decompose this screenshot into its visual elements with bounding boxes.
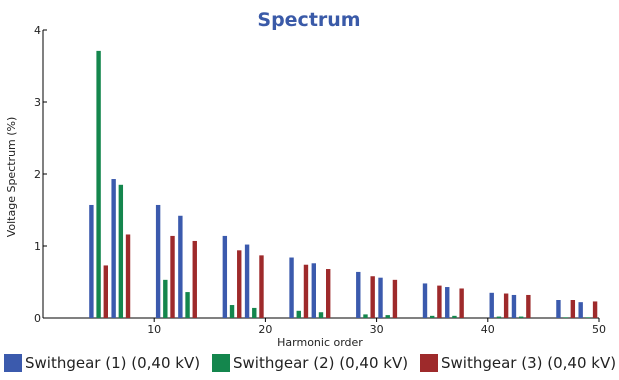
bar-series-2 — [163, 279, 168, 318]
legend-item-series-1: Swithgear (1) (0,40 kV) — [4, 354, 200, 372]
y-tick-label: 2 — [34, 168, 41, 181]
bar-series-3 — [570, 300, 576, 318]
chart-title: Spectrum — [257, 9, 360, 31]
bar-series-3 — [237, 250, 242, 318]
bar-series-1 — [178, 215, 183, 318]
bar-series-3 — [370, 276, 375, 318]
legend-label-series-3: Swithgear (3) (0,40 kV) — [441, 354, 617, 372]
bar-series-2 — [229, 305, 235, 318]
bar-series-1 — [311, 263, 316, 318]
legend-item-series-3: Swithgear (3) (0,40 kV) — [420, 354, 616, 372]
bar-series-1 — [422, 283, 428, 318]
y-tick-label: 3 — [34, 96, 41, 109]
bar-series-1 — [111, 179, 116, 318]
spectrum-chart: Spectrum Voltage Spectrum (%) Harmonic o… — [5, 9, 606, 349]
x-tick-label: 50 — [592, 323, 606, 336]
x-tick-label: 20 — [258, 323, 272, 336]
x-tick-label: 40 — [481, 323, 495, 336]
bar-series-3 — [326, 269, 331, 318]
x-axis-label: Harmonic order — [277, 336, 363, 349]
bar-series-1 — [556, 300, 561, 318]
bar-series-3 — [103, 265, 108, 318]
bar-series-2 — [518, 316, 524, 318]
legend: Swithgear (1) (0,40 kV) Swithgear (2) (0… — [4, 354, 616, 376]
bar-series-2 — [385, 315, 390, 318]
bar-series-1 — [222, 235, 228, 318]
legend-label-series-2: Swithgear (2) (0,40 kV) — [233, 354, 409, 372]
legend-item-series-2: Swithgear (2) (0,40 kV) — [212, 354, 408, 372]
bar-series-3 — [259, 255, 264, 318]
bar-series-2 — [496, 316, 502, 318]
y-tick-label: 4 — [34, 24, 41, 37]
y-axis-label: Voltage Spectrum (%) — [5, 117, 18, 238]
bar-series-2 — [252, 307, 257, 318]
y-tick-label: 1 — [34, 240, 41, 253]
bar-series-2 — [318, 312, 324, 318]
bar-series-1 — [445, 287, 450, 318]
legend-swatch-series-1 — [4, 354, 22, 372]
bar-series-3 — [592, 301, 598, 318]
bar-series-3 — [526, 294, 531, 318]
bar-series-1 — [244, 244, 250, 318]
bar-series-3 — [303, 264, 309, 318]
bar-series-1 — [511, 294, 517, 318]
bar-series-3 — [192, 240, 197, 318]
legend-swatch-series-3 — [420, 354, 438, 372]
bar-series-2 — [452, 315, 457, 318]
bar-series-3 — [437, 285, 442, 318]
bar-series-2 — [296, 310, 301, 318]
bar-series-1 — [578, 302, 583, 318]
bar-series-3 — [503, 293, 509, 318]
bar-series-2 — [185, 292, 190, 318]
bar-series-2 — [363, 314, 368, 318]
bar-series-2 — [96, 50, 101, 318]
bar-series-1 — [155, 204, 161, 318]
bar-series-1 — [356, 271, 361, 318]
bar-series-2 — [563, 317, 568, 318]
bar-series-3 — [170, 235, 175, 318]
bar-series-1 — [378, 277, 383, 318]
bar-series-3 — [392, 279, 398, 318]
bar-series-2 — [118, 184, 124, 318]
legend-label-series-1: Swithgear (1) (0,40 kV) — [25, 354, 201, 372]
bar-series-2 — [585, 317, 591, 318]
bar-series-3 — [125, 234, 131, 318]
x-tick-label: 30 — [370, 323, 384, 336]
bar-series-1 — [289, 257, 294, 318]
x-tick-label: 10 — [147, 323, 161, 336]
bar-series-1 — [489, 292, 494, 318]
bar-series-1 — [89, 204, 94, 318]
bar-series-2 — [430, 315, 435, 318]
bar-series-3 — [459, 288, 464, 318]
legend-swatch-series-2 — [212, 354, 230, 372]
y-tick-label: 0 — [34, 312, 41, 325]
